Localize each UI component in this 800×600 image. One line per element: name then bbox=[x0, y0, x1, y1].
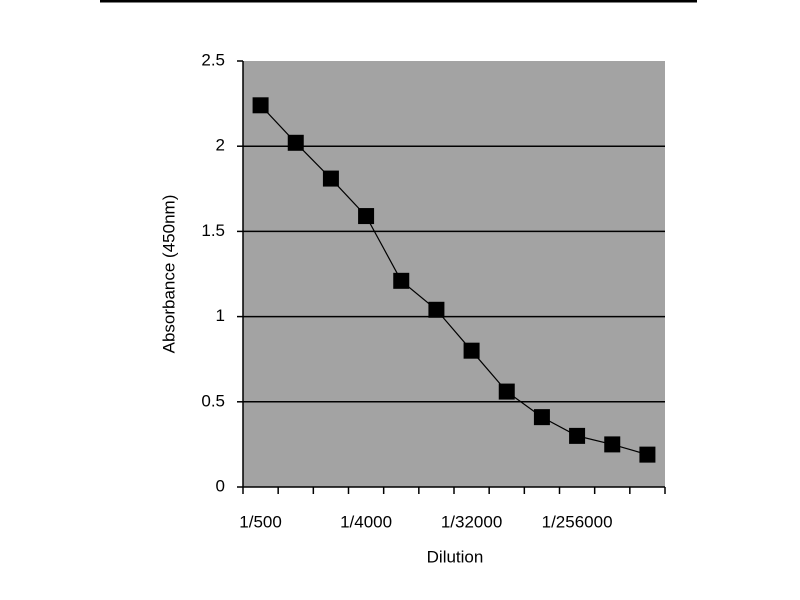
x-tick-label: 1/500 bbox=[239, 512, 282, 531]
plot-area bbox=[243, 61, 665, 487]
marker bbox=[463, 342, 480, 359]
marker bbox=[252, 97, 269, 114]
marker bbox=[428, 301, 445, 318]
marker bbox=[358, 208, 375, 225]
marker bbox=[322, 170, 339, 187]
marker bbox=[569, 427, 586, 444]
x-axis-label: Dilution bbox=[427, 547, 484, 566]
marker bbox=[498, 383, 515, 400]
marker bbox=[393, 272, 410, 289]
y-tick-label: 2.5 bbox=[201, 50, 225, 69]
y-tick-label: 1.5 bbox=[201, 221, 225, 240]
y-tick-label: 1 bbox=[216, 306, 225, 325]
y-tick-label: 2 bbox=[216, 136, 225, 155]
x-tick-label: 1/256000 bbox=[542, 512, 613, 531]
y-axis-label: Absorbance (450nm) bbox=[159, 195, 178, 354]
y-tick-label: 0.5 bbox=[201, 391, 225, 410]
y-tick-label: 0 bbox=[216, 476, 225, 495]
marker bbox=[533, 409, 550, 426]
x-tick-label: 1/4000 bbox=[340, 512, 392, 531]
marker bbox=[639, 446, 656, 463]
x-tick-label: 1/32000 bbox=[441, 512, 502, 531]
marker bbox=[287, 134, 304, 151]
marker bbox=[604, 436, 621, 453]
